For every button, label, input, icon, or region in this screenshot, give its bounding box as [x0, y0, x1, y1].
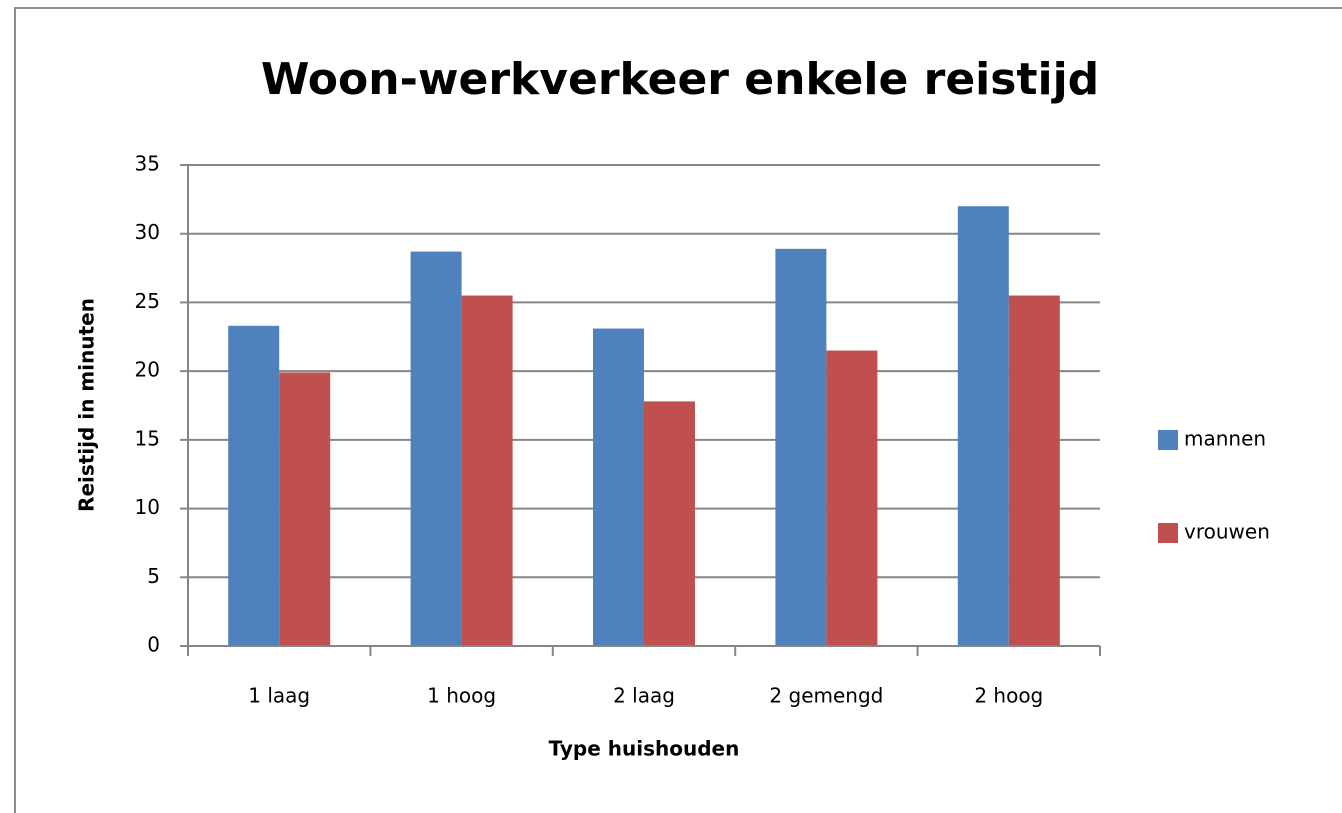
legend-swatch [1158, 523, 1178, 543]
chart-title: Woon-werkverkeer enkele reistijd [261, 54, 1099, 105]
x-tick-label: 1 laag [248, 684, 310, 708]
bar [593, 328, 644, 646]
y-tick-label: 25 [135, 289, 160, 313]
bar [957, 206, 1009, 646]
bar [461, 295, 513, 646]
x-tick-label: 1 hoog [427, 684, 496, 708]
bar [279, 372, 331, 646]
x-tick-label: 2 hoog [974, 684, 1043, 708]
legend-swatch [1158, 430, 1178, 450]
y-tick-label: 5 [147, 564, 160, 588]
y-tick-label: 15 [135, 426, 160, 450]
y-tick-label: 0 [147, 633, 160, 657]
x-tick-label: 2 laag [613, 684, 675, 708]
y-tick-label: 20 [135, 358, 160, 382]
bar [826, 350, 878, 646]
y-tick-label: 35 [135, 152, 160, 176]
y-axis-label: Reistijd in minuten [75, 298, 99, 512]
bar [775, 248, 827, 646]
legend-label: mannen [1184, 427, 1266, 451]
legend-label: vrouwen [1184, 520, 1270, 544]
x-axis-label: Type huishouden [549, 737, 740, 761]
y-tick-label: 30 [135, 220, 160, 244]
bar [1008, 295, 1060, 646]
bar [410, 251, 462, 646]
y-tick-label: 10 [135, 495, 160, 519]
bar [228, 325, 280, 646]
bar [644, 401, 695, 646]
x-tick-label: 2 gemengd [769, 684, 883, 708]
